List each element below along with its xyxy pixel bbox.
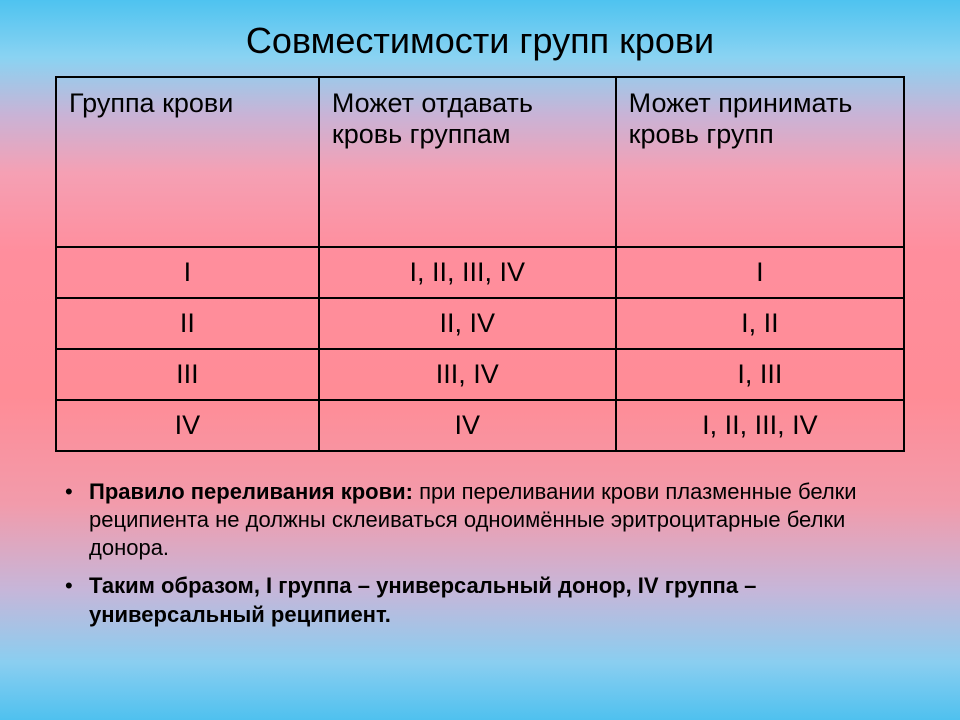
note-rule-bold: Правило переливания крови: [89, 479, 413, 504]
compatibility-table: Группа крови Может отдавать кровь группа… [55, 76, 905, 452]
cell-group: IV [56, 400, 319, 451]
cell-donate: III, IV [319, 349, 616, 400]
col-header-receive: Может принимать кровь групп [616, 77, 904, 247]
cell-receive: I, II, III, IV [616, 400, 904, 451]
cell-group: III [56, 349, 319, 400]
note-rule: Правило переливания крови: при переливан… [59, 478, 905, 562]
cell-receive: I, III [616, 349, 904, 400]
notes-list: Правило переливания крови: при переливан… [55, 478, 905, 629]
cell-donate: IV [319, 400, 616, 451]
cell-group: I [56, 247, 319, 298]
table-header-row: Группа крови Может отдавать кровь группа… [56, 77, 904, 247]
table-row: I I, II, III, IV I [56, 247, 904, 298]
note-conclusion-bold: Таким образом, I группа – универсальный … [89, 573, 756, 626]
cell-receive: I, II [616, 298, 904, 349]
cell-group: II [56, 298, 319, 349]
cell-donate: II, IV [319, 298, 616, 349]
table-row: III III, IV I, III [56, 349, 904, 400]
col-header-donate: Может отдавать кровь группам [319, 77, 616, 247]
cell-donate: I, II, III, IV [319, 247, 616, 298]
table-row: II II, IV I, II [56, 298, 904, 349]
table-row: IV IV I, II, III, IV [56, 400, 904, 451]
cell-receive: I [616, 247, 904, 298]
note-conclusion: Таким образом, I группа – универсальный … [59, 572, 905, 628]
page-title: Совместимости групп крови [55, 20, 905, 62]
col-header-group: Группа крови [56, 77, 319, 247]
